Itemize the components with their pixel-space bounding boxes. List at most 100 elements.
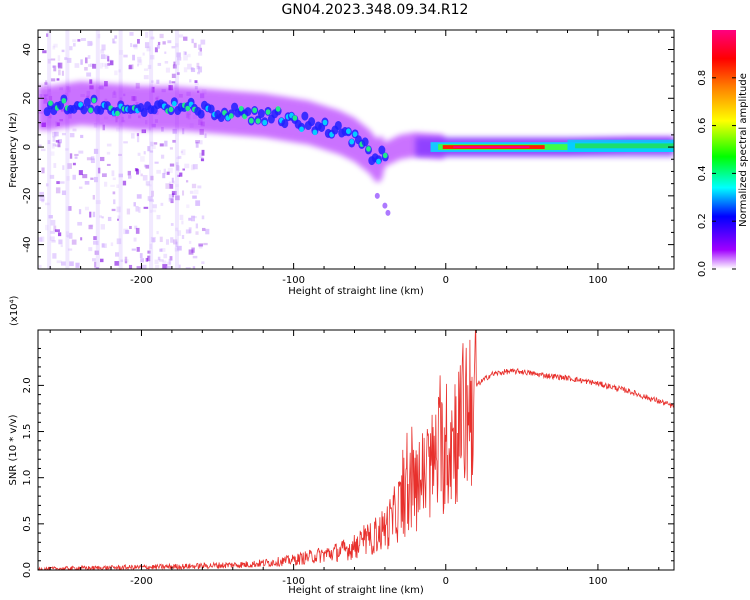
spectrogram-noise (146, 46, 151, 52)
colorbar: 0.0 0.2 0.4 0.6 0.8 Normalized spectral ampl… (697, 30, 749, 277)
spectrogram-noise (154, 161, 159, 164)
spectrogram-noise (89, 42, 94, 45)
spectrogram-noise (124, 259, 129, 263)
spectrogram-noise (57, 142, 61, 148)
spectrogram-noise (57, 139, 62, 144)
spectrogram-noise (49, 236, 55, 241)
spectrogram-noise (162, 264, 168, 269)
spectrogram-noise (180, 150, 183, 154)
spectrogram-noise (131, 133, 135, 139)
spectrogram-noise (205, 228, 210, 235)
spectrogram-noise (61, 49, 65, 53)
spectrogram-noise (140, 173, 143, 177)
x-tick-label: -200 (130, 576, 153, 587)
spectrogram-noise (185, 180, 189, 183)
spectrogram-noise (136, 194, 142, 199)
spectrogram-noise (38, 264, 42, 269)
spectrogram-core (301, 111, 309, 121)
spectrogram-noise (74, 63, 80, 68)
spectrogram-noise (54, 131, 59, 137)
spectrogram-noise (189, 190, 194, 194)
spectrogram-noise (191, 247, 195, 253)
spectrogram-noise (41, 167, 45, 174)
spectrogram-noise (197, 66, 203, 73)
spectrogram-peak (228, 113, 234, 119)
spectrogram-noise (101, 173, 107, 178)
spectrogram-noise (138, 59, 143, 66)
spectrogram-noise (135, 205, 139, 212)
x-tick-label: 100 (588, 275, 607, 286)
spectrogram-noise (136, 136, 140, 143)
spectrogram-peak (312, 129, 318, 136)
spectrogram-noise (116, 238, 122, 245)
spectrogram-noise (129, 32, 134, 36)
spectrogram-noise (72, 39, 77, 43)
spectrogram-peak (349, 138, 355, 145)
spectrogram-noise (58, 62, 63, 69)
spectrogram-noise (200, 39, 206, 45)
spectrogram-peak (252, 107, 258, 114)
y-tick-label: 0.5 (22, 516, 33, 532)
spectrogram-noise (92, 194, 95, 200)
snr-multiplier: (x10⁴) (9, 295, 20, 326)
spectrogram-core (83, 97, 91, 107)
spectrogram-noise (149, 243, 153, 250)
spectrogram-noise (45, 224, 49, 231)
x-tick-label: 0 (443, 275, 449, 286)
spectrogram-noise (186, 204, 190, 209)
spectrogram-noise (162, 41, 166, 45)
spectrogram-peak (322, 119, 328, 126)
spectrogram-noise (170, 223, 174, 226)
spectrogram-noise (90, 177, 94, 180)
spectrogram-noise (163, 253, 168, 259)
spectrogram-noise (53, 225, 57, 231)
spectrogram-noise (96, 240, 99, 246)
spectrogram-noise (171, 81, 176, 84)
spectrogram-noise (94, 261, 97, 268)
spectrogram-peak (255, 118, 261, 124)
spectrogram-noise (188, 227, 192, 234)
spectrogram-noise (179, 214, 184, 221)
colorbar-tick-label: 0.4 (697, 165, 708, 181)
spectrogram-noise (201, 227, 206, 232)
spectrogram-noise (69, 232, 73, 239)
spectrogram-noise (44, 81, 48, 85)
spectrogram-noise (151, 209, 157, 213)
spectrogram-peak (352, 131, 358, 137)
snr-ticks: -200 -100 0 100 0.0 0.5 1.0 1.5 2.0 (22, 330, 674, 587)
spectrogram-core (334, 120, 342, 130)
spectrogram-noise (82, 174, 88, 179)
spectrogram-noise (104, 181, 108, 187)
spectrogram-noise (195, 141, 199, 148)
spectrogram-noise (104, 63, 109, 69)
spectrogram-peak (376, 158, 381, 165)
spectrogram-noise (115, 252, 119, 257)
spectrogram-noise (175, 162, 179, 166)
spectrogram-noise (173, 239, 178, 245)
y-tick-label: 2.0 (22, 377, 33, 393)
spectrogram-noise (77, 221, 83, 226)
spectrogram-noise (112, 177, 116, 181)
spectrogram-noise (160, 154, 165, 159)
colorbar-tick-label: 0.6 (697, 118, 708, 134)
spectrogram-noise (136, 133, 140, 137)
spectrogram-noise (49, 174, 55, 179)
spectrogram-noise (169, 163, 175, 167)
spectrogram-noise (54, 229, 60, 233)
spectrogram-noise (90, 156, 95, 160)
spectrogram-noise (149, 150, 154, 153)
snr-series-line (38, 330, 674, 570)
spectrogram-noise (141, 264, 147, 269)
spectrogram-noise (176, 52, 181, 58)
spectrogram-noise (131, 248, 136, 251)
spectrogram-noise (92, 258, 96, 262)
spectrogram-noise (159, 143, 164, 147)
spectrogram-noise (62, 165, 65, 170)
spectrogram-noise (102, 124, 105, 131)
spectrogram-noise (88, 224, 93, 230)
spectrogram-noise (52, 253, 57, 259)
spectrogram-noise (116, 184, 119, 188)
spectrogram-noise (193, 42, 197, 48)
spectrogram-noise (154, 259, 159, 265)
spectrogram-noise (50, 58, 56, 61)
